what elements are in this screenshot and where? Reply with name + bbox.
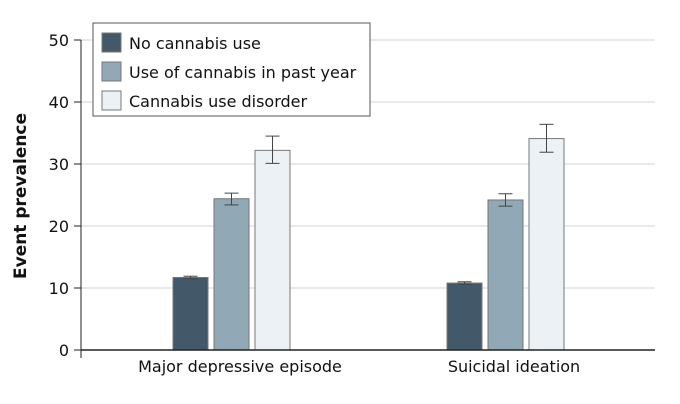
error-bar	[183, 275, 198, 280]
x-tick-label: Suicidal ideation	[448, 357, 580, 376]
bar	[172, 276, 209, 351]
error-bar	[498, 193, 513, 207]
legend: No cannabis use Use of cannabis in past y…	[92, 22, 371, 117]
legend-label: No cannabis use	[129, 34, 261, 53]
y-tick-label: 40	[49, 93, 69, 112]
bar	[254, 149, 291, 351]
error-bar	[265, 135, 280, 164]
bar	[487, 199, 524, 351]
legend-box	[92, 22, 371, 117]
y-tick-label: 20	[49, 217, 69, 236]
bar	[213, 198, 250, 351]
y-axis-label: Event prevalence	[11, 113, 31, 279]
y-tick-label: 0	[59, 341, 69, 360]
legend-swatch	[101, 61, 122, 82]
bar	[446, 282, 483, 351]
y-tick-label: 30	[49, 155, 69, 174]
legend-swatch	[101, 32, 122, 53]
y-tick-label: 50	[49, 31, 69, 50]
x-tick-label: Major depressive episode	[138, 357, 342, 376]
legend-label: Cannabis use disorder	[129, 92, 308, 111]
bar	[528, 138, 565, 351]
bars	[172, 123, 565, 351]
error-bar	[539, 123, 554, 153]
error-bar	[457, 281, 472, 285]
error-bar	[224, 192, 239, 206]
legend-label: Use of cannabis in past year	[129, 63, 357, 82]
y-tick-label: 10	[49, 279, 69, 298]
axes: 0 10 20 30 40 50 Major depressive episode Suici…	[49, 31, 655, 376]
legend-swatch	[101, 90, 122, 111]
